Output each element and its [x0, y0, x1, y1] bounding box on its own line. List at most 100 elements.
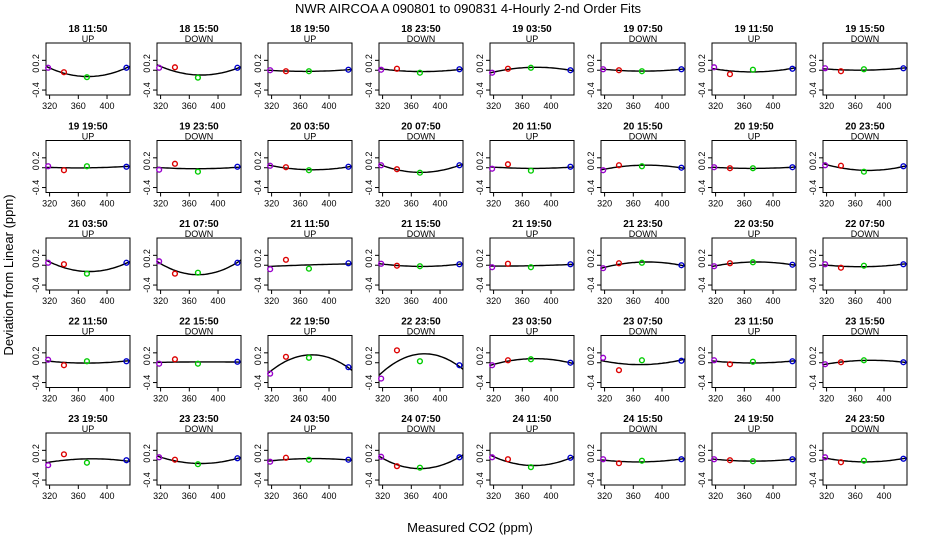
x-tick-label: 360: [848, 199, 863, 209]
data-point: [156, 166, 163, 173]
x-tick-label: 400: [655, 101, 670, 111]
data-point: [123, 163, 130, 170]
y-tick-label: 0.2: [31, 444, 41, 457]
data-point: [900, 65, 907, 72]
y-tick-label: 0.2: [586, 152, 596, 165]
data-point: [156, 454, 163, 461]
data-point: [123, 358, 130, 365]
x-tick-label: 400: [211, 296, 226, 306]
data-point: [567, 359, 574, 366]
y-tick-label: -0.4: [364, 277, 374, 293]
data-point: [504, 161, 512, 168]
y-tick-label: 0.2: [586, 444, 596, 457]
y-tick-label: 0: [364, 263, 374, 268]
panel-title: 19 15:50: [845, 24, 885, 35]
y-tick-label: 0.2: [808, 444, 818, 457]
panel-frame: [378, 335, 464, 388]
data-point: [749, 358, 757, 365]
data-point: [416, 169, 424, 176]
panel-title: 18 15:50: [179, 24, 219, 35]
data-point: [393, 65, 401, 72]
y-tick-label: -0.4: [364, 472, 374, 488]
y-tick-label: 0: [697, 360, 707, 365]
y-tick-label: -0.4: [697, 180, 707, 196]
panel-direction: DOWN: [851, 327, 880, 337]
x-tick-label: 400: [544, 491, 559, 501]
y-tick-label: 0.2: [586, 347, 596, 360]
data-point: [600, 167, 607, 174]
fit-curve: [711, 360, 797, 364]
panel-title: 19 19:50: [68, 122, 108, 133]
panel-title: 24 15:50: [623, 414, 663, 425]
panel-frame: [489, 335, 575, 388]
y-tick-label: 0: [586, 360, 596, 365]
y-tick-label: 0: [808, 458, 818, 463]
x-tick-label: 400: [100, 101, 115, 111]
y-tick-label: 0: [253, 263, 263, 268]
data-point: [837, 162, 845, 169]
fit-curve: [267, 354, 353, 374]
x-tick-label: 360: [404, 101, 419, 111]
x-tick-label: 400: [655, 296, 670, 306]
data-point: [156, 360, 163, 367]
y-tick-label: -0.4: [586, 180, 596, 196]
panel-direction: DOWN: [407, 229, 436, 239]
y-tick-label: 0.2: [142, 54, 152, 67]
panel-title: 22 11:50: [69, 317, 108, 328]
panel-title: 23 11:50: [735, 317, 774, 328]
data-point: [504, 65, 512, 72]
fit-curve: [711, 261, 797, 268]
x-tick-label: 320: [819, 101, 834, 111]
data-point: [267, 67, 274, 74]
data-point: [267, 458, 274, 465]
x-tick-label: 400: [877, 101, 892, 111]
data-point: [234, 64, 241, 71]
data-point: [171, 356, 179, 363]
fit-curve: [45, 65, 131, 78]
x-tick-label: 320: [264, 101, 279, 111]
x-tick-label: 320: [153, 101, 168, 111]
data-point: [615, 67, 623, 74]
data-point: [726, 165, 734, 172]
x-tick-label: 360: [515, 199, 530, 209]
data-point: [567, 163, 574, 170]
data-point: [60, 69, 68, 76]
data-point: [489, 362, 496, 369]
x-tick-label: 320: [42, 199, 57, 209]
y-tick-label: -0.4: [808, 375, 818, 391]
x-tick-label: 320: [708, 296, 723, 306]
panel-direction: UP: [526, 424, 539, 434]
x-tick-label: 320: [819, 491, 834, 501]
y-tick-label: 0.2: [475, 152, 485, 165]
data-point: [45, 64, 52, 71]
fit-curve: [489, 454, 575, 467]
data-point: [456, 66, 463, 73]
y-tick-label: 0: [364, 360, 374, 365]
panel-direction: UP: [748, 132, 761, 142]
panel-direction: UP: [304, 424, 317, 434]
fit-curve: [267, 164, 353, 171]
fit-curve: [267, 263, 352, 268]
data-point: [45, 462, 52, 469]
panel-direction: UP: [82, 132, 95, 142]
x-tick-label: 320: [375, 101, 390, 111]
x-tick-label: 400: [544, 394, 559, 404]
y-tick-label: -0.4: [586, 82, 596, 98]
data-point: [489, 264, 496, 271]
data-point: [171, 456, 179, 463]
fit-curve: [489, 66, 575, 74]
panel-title: 24 11:50: [513, 414, 552, 425]
y-tick-label: 0: [253, 360, 263, 365]
x-tick-label: 400: [322, 394, 337, 404]
data-point: [900, 261, 907, 268]
y-tick-label: 0.2: [364, 347, 374, 360]
